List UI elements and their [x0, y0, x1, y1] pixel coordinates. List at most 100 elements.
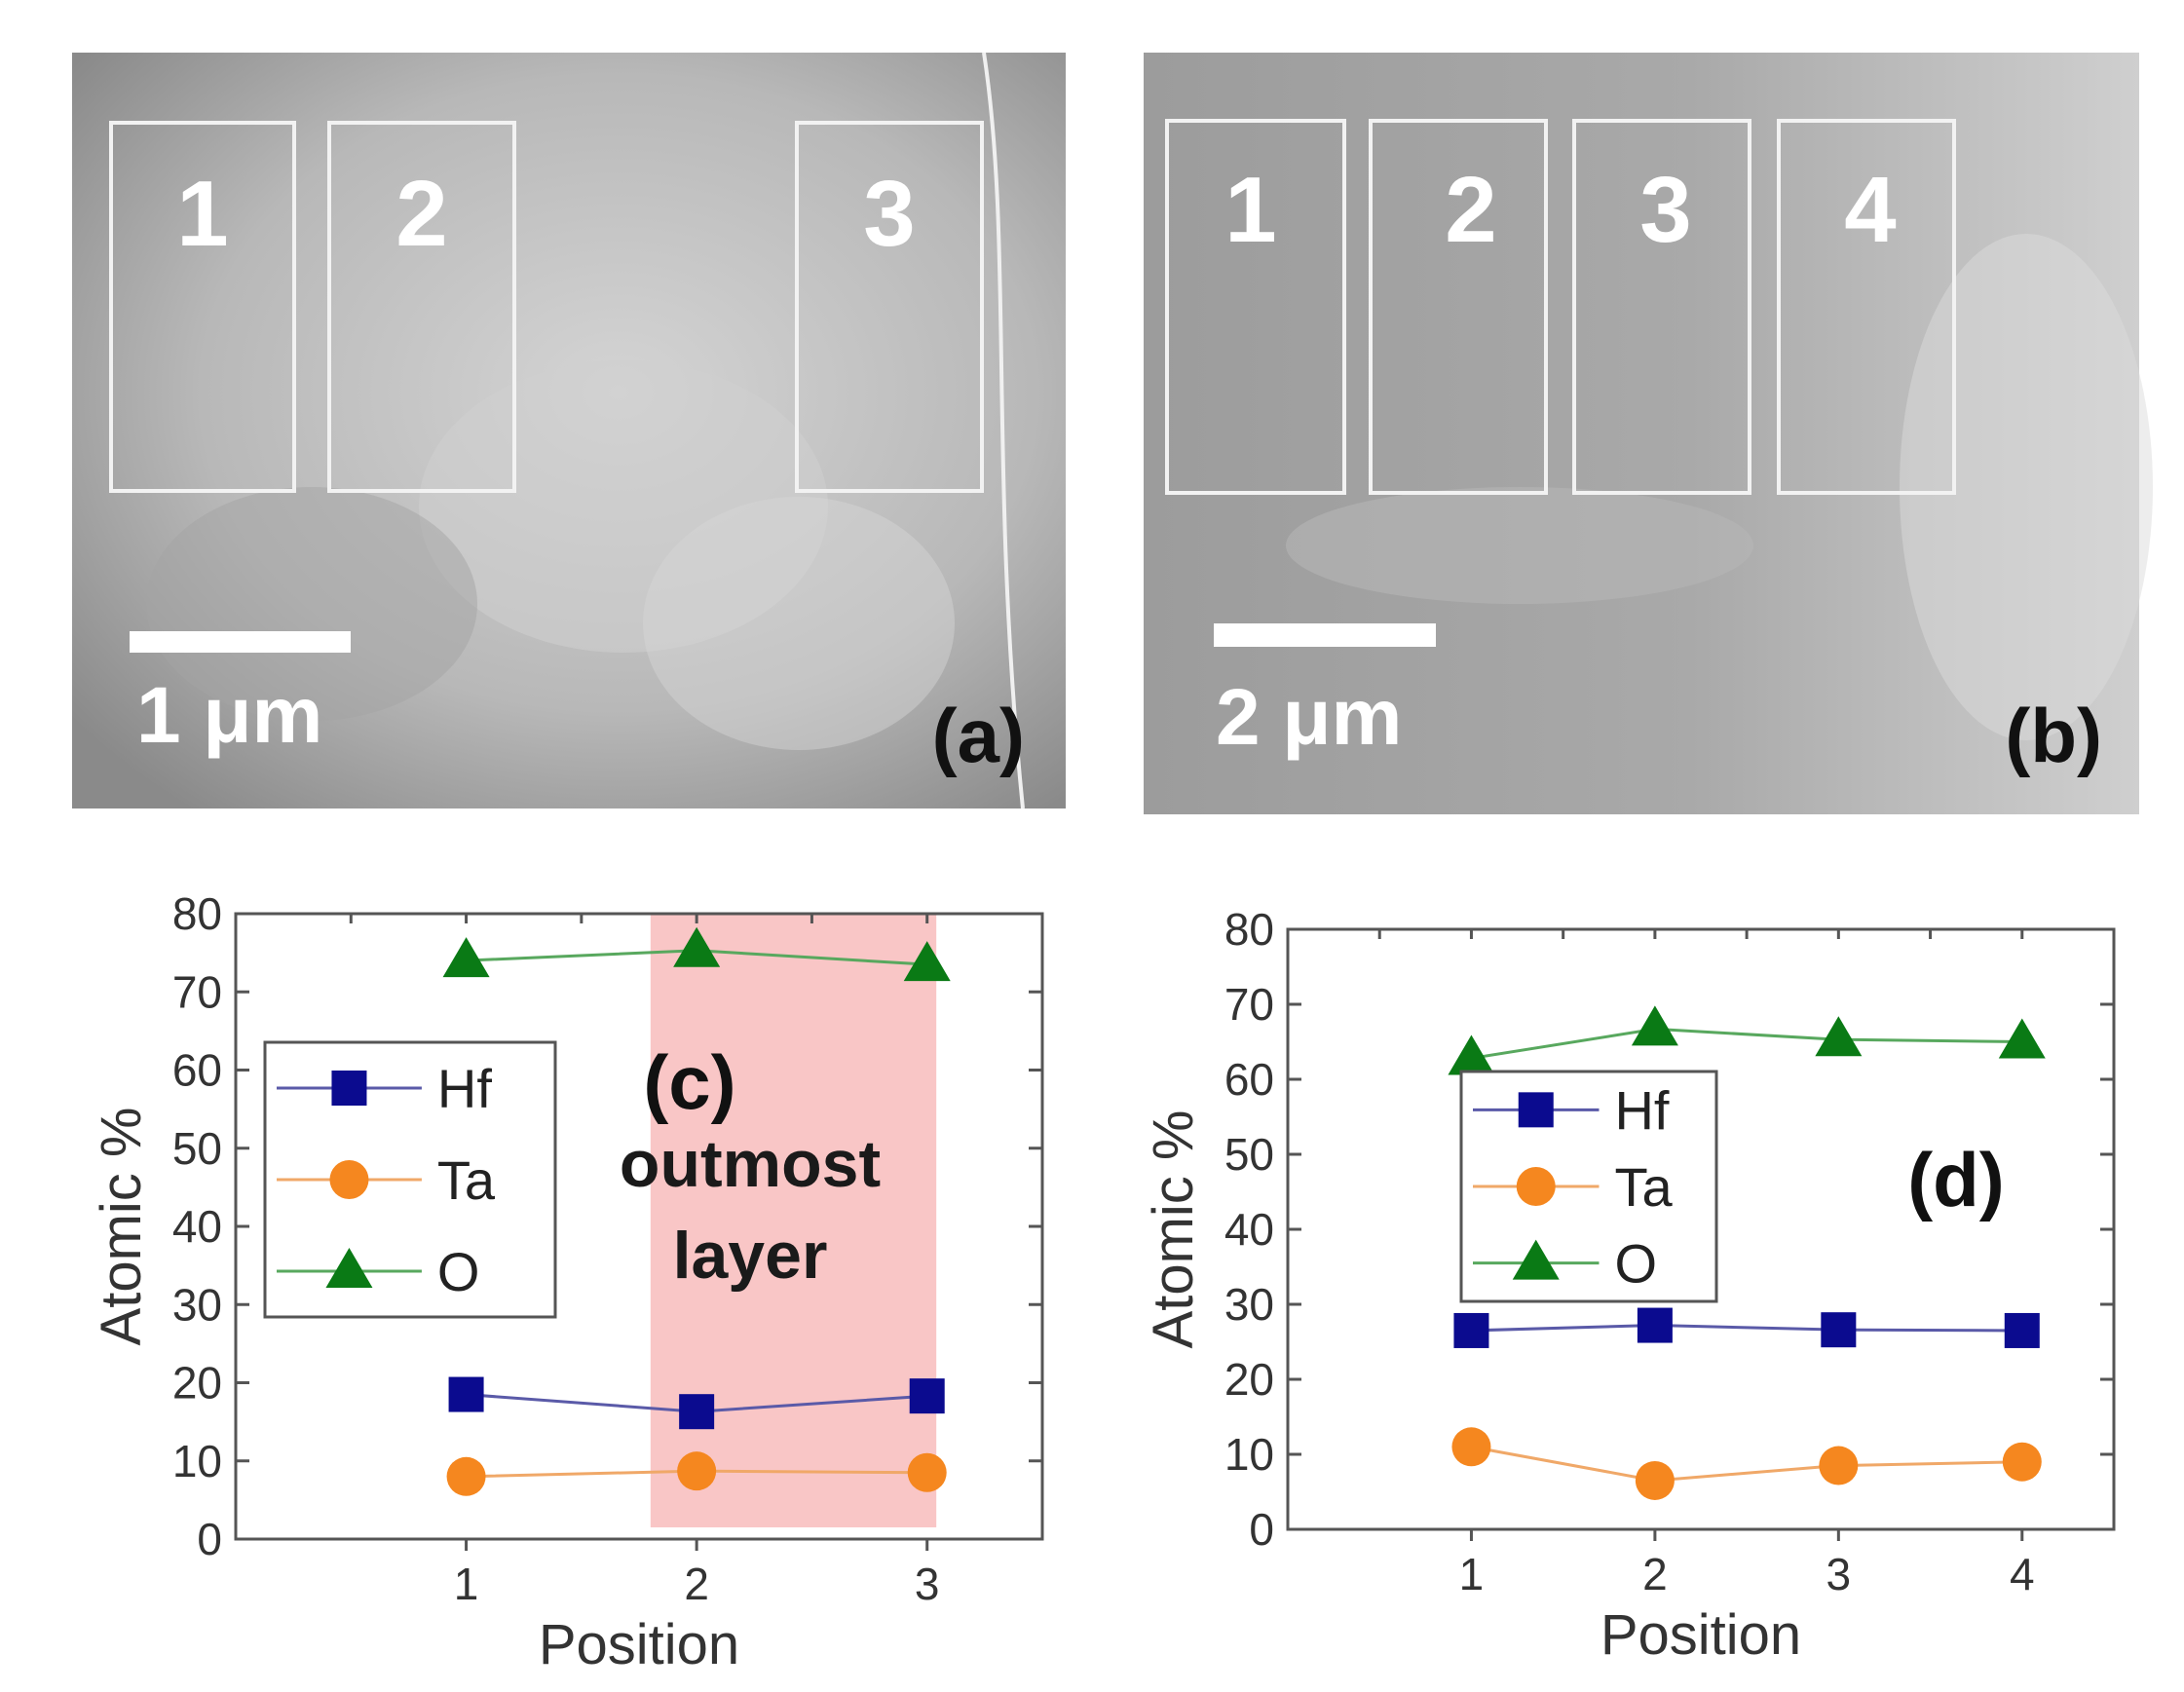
data-point-ta [446, 1456, 486, 1496]
region-label: 1 [176, 162, 228, 266]
y-tick-label: 0 [1249, 1504, 1274, 1555]
data-point-o [673, 926, 721, 967]
data-point-ta [677, 1451, 717, 1491]
region-label: 2 [1445, 158, 1496, 262]
sem-crack [982, 52, 1025, 809]
data-point-ta [2002, 1442, 2042, 1482]
data-point-o [903, 941, 951, 982]
x-tick-label: 1 [1459, 1549, 1485, 1599]
y-tick-label: 10 [172, 1436, 222, 1486]
region-box [109, 121, 296, 493]
scale-bar [1214, 623, 1436, 647]
region-box [1572, 119, 1751, 495]
series-line-ta [1471, 1445, 2022, 1483]
data-point-o [1815, 1016, 1863, 1057]
region-label: 2 [395, 162, 447, 266]
x-tick-label: 3 [1826, 1549, 1852, 1599]
data-point-o [1998, 1018, 2046, 1059]
y-axis-label: Atomic % [1142, 1110, 1205, 1349]
data-point-o [1631, 1005, 1678, 1046]
data-point-o [442, 937, 490, 978]
sem-texture [146, 487, 477, 721]
data-point-o [1448, 1034, 1495, 1075]
legend-marker-ta [329, 1160, 369, 1199]
legend-marker-o [325, 1248, 373, 1288]
legend-label: O [437, 1241, 480, 1302]
data-point-hf [1637, 1307, 1673, 1343]
region-box [795, 121, 984, 493]
x-tick-label: 4 [2010, 1549, 2035, 1599]
sem-texture [1286, 487, 1753, 604]
sem-texture [419, 360, 828, 653]
chart-c: 0 10 20 30 40 50 60 70 80 1 2 3 Position Atomic % Hf Ta… [90, 888, 1044, 1676]
scale-bar-label: 2 μm [1216, 673, 1402, 762]
y-tick-label: 10 [1224, 1429, 1274, 1480]
data-point-hf [679, 1394, 715, 1430]
chart-d: 0 10 20 30 40 50 60 70 80 1 2 3 4 Position Atomic % Hf T… [1142, 904, 2116, 1667]
panel-label-b: (b) [2005, 693, 2102, 778]
panel-label-c: (c) [643, 1039, 735, 1125]
sem-panel-a: 1 2 3 1 μm (a) [72, 52, 1066, 809]
y-tick-label: 80 [1224, 904, 1274, 955]
legend-label: Hf [1614, 1079, 1669, 1141]
x-tick-label: 2 [684, 1559, 709, 1609]
scale-bar-label: 1 μm [136, 671, 322, 760]
series-line-o [1471, 1027, 2022, 1060]
data-point-ta [907, 1452, 947, 1492]
annotation-text: layer [673, 1219, 828, 1293]
legend-label: Ta [1614, 1156, 1673, 1218]
data-point-ta [1819, 1446, 1859, 1485]
sem-texture [1900, 234, 2153, 740]
y-tick-label: 70 [172, 966, 222, 1017]
region-label: 4 [1844, 158, 1896, 262]
legend-marker-o [1512, 1239, 1560, 1280]
data-point-hf [1821, 1312, 1857, 1348]
legend-label: Hf [437, 1058, 492, 1119]
data-point-hf [909, 1378, 945, 1414]
y-tick-label: 70 [1224, 979, 1274, 1030]
annotation-text: outmost [620, 1127, 881, 1201]
legend-label: O [1614, 1233, 1657, 1295]
y-tick-label: 30 [172, 1279, 222, 1330]
y-tick-label: 40 [1224, 1204, 1274, 1255]
region-box [1369, 119, 1548, 495]
y-tick-label: 60 [1224, 1054, 1274, 1105]
legend-label: Ta [437, 1149, 496, 1211]
y-tick-label: 50 [1224, 1129, 1274, 1180]
data-point-ta [1635, 1460, 1675, 1500]
series-line-hf [1471, 1324, 2022, 1333]
x-tick-label: 1 [454, 1559, 479, 1609]
x-tick-label: 2 [1642, 1549, 1668, 1599]
legend-marker-hf [1518, 1092, 1554, 1128]
y-tick-label: 20 [1224, 1354, 1274, 1405]
y-axis-label: Atomic % [90, 1108, 153, 1346]
x-tick-label: 3 [915, 1559, 940, 1609]
y-tick-label: 50 [172, 1123, 222, 1174]
scale-bar [130, 631, 351, 653]
x-axis-label: Position [1600, 1603, 1801, 1667]
region-label: 1 [1224, 158, 1276, 262]
region-box [1165, 119, 1346, 495]
y-tick-label: 80 [172, 888, 222, 939]
sem-panel-b: 1 2 3 4 2 μm (b) [1144, 53, 2153, 814]
data-point-ta [1451, 1427, 1491, 1467]
region-box [327, 121, 516, 493]
legend-marker-hf [331, 1071, 367, 1106]
sem-texture [643, 497, 955, 750]
y-tick-label: 30 [1224, 1279, 1274, 1330]
data-point-hf [448, 1376, 484, 1412]
data-point-hf [2004, 1312, 2040, 1348]
region-label: 3 [1639, 158, 1691, 262]
y-tick-label: 20 [172, 1358, 222, 1409]
y-tick-label: 0 [197, 1514, 222, 1564]
data-point-hf [1453, 1312, 1489, 1348]
panel-label-a: (a) [932, 693, 1025, 778]
region-label: 3 [863, 162, 915, 266]
region-box [1777, 119, 1956, 495]
y-tick-label: 40 [172, 1201, 222, 1252]
y-tick-label: 60 [172, 1045, 222, 1096]
x-axis-label: Position [539, 1613, 739, 1676]
panel-label-d: (d) [1907, 1137, 2005, 1222]
legend-marker-ta [1516, 1167, 1556, 1206]
